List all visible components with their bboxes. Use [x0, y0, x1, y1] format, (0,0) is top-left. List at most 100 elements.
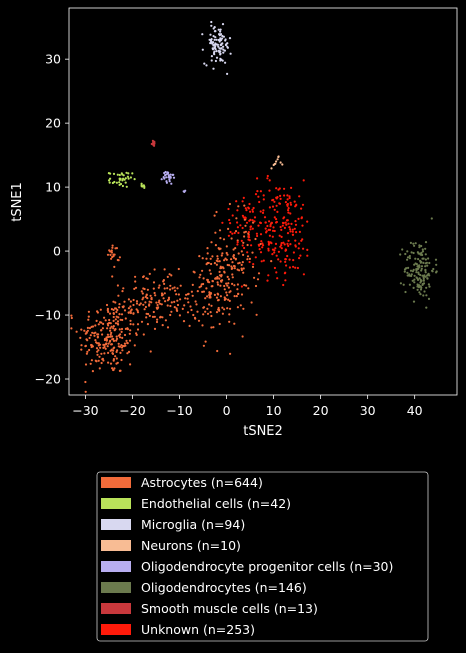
data-point [226, 46, 229, 49]
data-point [211, 42, 214, 45]
data-point [417, 258, 420, 261]
data-point [275, 187, 278, 190]
data-point [418, 277, 421, 280]
data-point [201, 269, 204, 272]
data-point [259, 242, 262, 246]
data-point [160, 303, 163, 306]
data-point [133, 287, 136, 290]
data-point [270, 167, 273, 170]
data-point [177, 267, 180, 271]
data-point [221, 266, 224, 269]
data-point [107, 179, 111, 182]
data-point [152, 141, 155, 145]
data-point [112, 315, 115, 319]
data-point [160, 178, 163, 181]
data-point [417, 272, 420, 276]
data-point [108, 321, 111, 325]
data-point [427, 283, 430, 286]
data-point [202, 313, 205, 316]
data-point [294, 244, 297, 247]
data-point [98, 355, 101, 358]
data-point [278, 202, 282, 205]
data-point [289, 212, 292, 215]
data-point [210, 59, 213, 62]
data-point [183, 304, 186, 307]
data-point [262, 259, 265, 262]
data-point [170, 182, 173, 185]
legend-label: Astrocytes (n=644) [141, 475, 263, 490]
data-point [408, 257, 411, 260]
data-point [91, 370, 94, 373]
data-point [175, 307, 178, 310]
data-point [219, 57, 222, 60]
data-point [271, 229, 275, 232]
data-point [120, 327, 124, 331]
legend-swatch [101, 519, 131, 530]
data-point [118, 181, 121, 184]
data-point [280, 228, 283, 231]
data-point [124, 317, 127, 320]
data-point [286, 204, 289, 207]
data-point [244, 224, 247, 227]
data-point [112, 300, 115, 303]
data-point [176, 299, 179, 302]
data-point [293, 227, 296, 230]
data-point [413, 278, 416, 281]
data-point [115, 181, 118, 184]
data-point [90, 345, 93, 349]
data-point [426, 277, 429, 280]
data-point [124, 177, 127, 180]
data-point [254, 193, 258, 196]
data-point [289, 243, 292, 246]
scatter-points [70, 20, 438, 393]
data-point [190, 290, 193, 293]
data-point [281, 221, 285, 224]
data-point [288, 196, 291, 200]
data-point [279, 260, 282, 263]
data-point [110, 325, 113, 328]
data-point [96, 353, 99, 356]
data-point [261, 211, 265, 214]
data-point [213, 214, 216, 217]
data-point [134, 275, 137, 278]
data-point [95, 319, 98, 322]
data-point [193, 271, 196, 274]
data-point [110, 249, 113, 252]
data-point [156, 303, 159, 307]
data-point [83, 329, 86, 332]
data-point [223, 49, 226, 52]
data-point [249, 228, 252, 231]
x-tick-label: −10 [166, 403, 192, 418]
data-point [217, 293, 220, 296]
data-point [414, 262, 417, 265]
y-tick-label: 10 [45, 180, 61, 195]
data-point [88, 348, 91, 352]
data-point [179, 284, 182, 287]
data-point [237, 252, 240, 255]
data-point [86, 326, 89, 329]
data-point [143, 308, 146, 311]
data-point [135, 333, 138, 336]
data-point [279, 245, 282, 248]
data-point [432, 267, 435, 271]
data-point [175, 308, 178, 312]
data-point [181, 307, 184, 310]
legend-swatch [101, 603, 131, 614]
data-point [117, 323, 120, 326]
y-tick-label: 20 [45, 116, 61, 131]
x-tick-label: 30 [360, 403, 376, 418]
data-point [123, 333, 127, 337]
data-point [218, 277, 221, 280]
data-point [166, 326, 170, 329]
data-point [302, 273, 305, 276]
data-point [210, 314, 213, 318]
data-point [421, 274, 424, 277]
data-point [112, 327, 115, 330]
data-point [123, 300, 126, 303]
data-point [422, 257, 425, 260]
data-point [255, 313, 258, 316]
data-point [86, 329, 89, 332]
data-point [268, 206, 271, 209]
data-point [238, 261, 241, 264]
data-point [289, 228, 292, 231]
